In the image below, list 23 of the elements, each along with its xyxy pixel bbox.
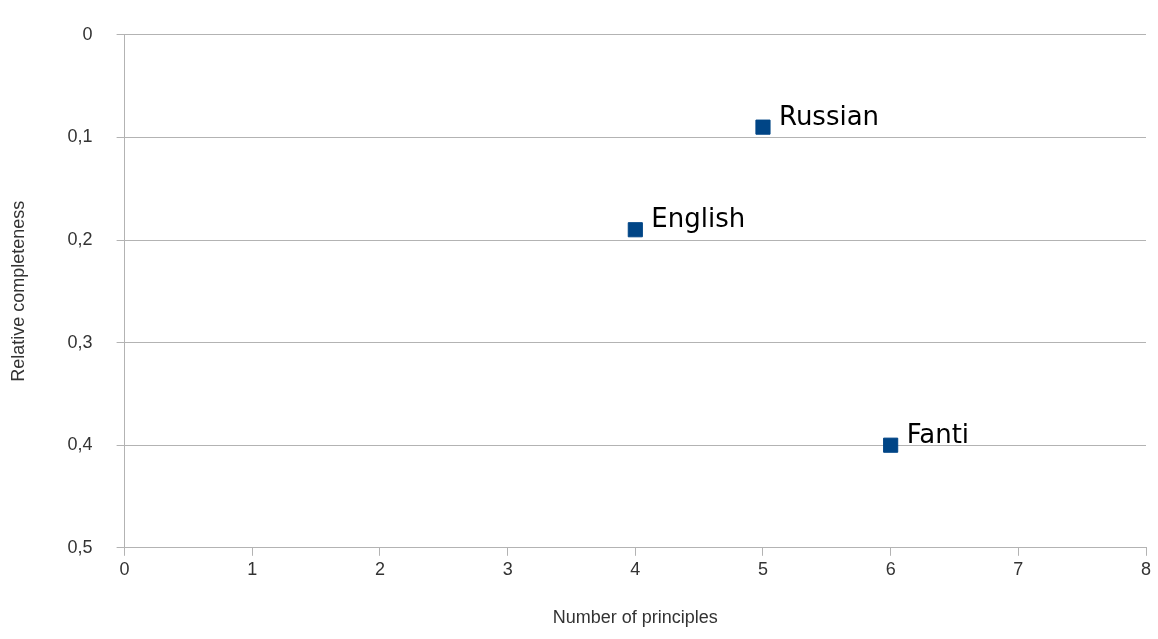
annotation: Fanti — [906, 418, 970, 449]
x-tick-label: 2 — [374, 558, 385, 579]
point — [883, 437, 899, 453]
y-tick-label: 0,1 — [67, 126, 93, 147]
x-tick-label: 3 — [502, 558, 513, 579]
x-axis-title: Number of principles — [552, 607, 718, 628]
x-tick-label: 8 — [1140, 558, 1152, 579]
point — [627, 222, 643, 238]
x-tick-label: 4 — [630, 558, 641, 579]
x-tick-label: 6 — [885, 558, 896, 579]
annotation: English — [651, 203, 746, 234]
y-tick-label: 0,5 — [67, 536, 93, 557]
y-tick-label: 0,4 — [67, 434, 93, 455]
annotation: Russian — [778, 100, 880, 131]
point — [755, 119, 771, 135]
y-tick-label: 0,3 — [67, 331, 93, 352]
y-tick-label: 0,2 — [67, 228, 93, 249]
x-tick-label: 0 — [119, 558, 130, 579]
y-axis-title: Relative completeness — [7, 200, 28, 382]
x-tick-label: 5 — [757, 558, 768, 579]
x-tick-label: 7 — [1013, 558, 1024, 579]
x-tick-label: 1 — [247, 558, 258, 579]
y-tick-label: 0 — [82, 23, 93, 44]
